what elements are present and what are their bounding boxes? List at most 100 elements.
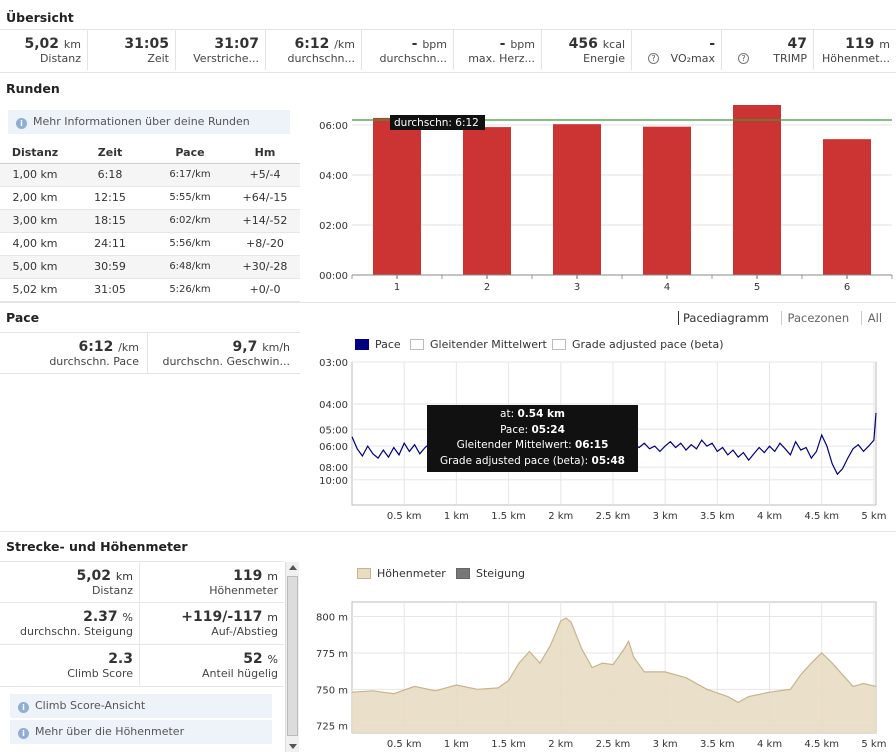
elev-hilly-share-unit: %: [267, 653, 278, 666]
stat-label: Verstriche...: [193, 52, 259, 65]
x-tick-label: 3.5 km: [700, 511, 735, 522]
legend-moving-average[interactable]: Gleitender Mittelwert: [410, 338, 547, 351]
y-tick-label: 02:00: [319, 221, 348, 232]
lap-distance: 3,00 km: [0, 209, 70, 233]
x-tick-label: 5 km: [861, 739, 886, 750]
x-tick-label: 0.5 km: [387, 511, 422, 522]
elev-hoehenmeter-unit: m: [267, 570, 278, 583]
divider: [0, 72, 896, 73]
elev-distance: 5,02 km Distanz: [0, 561, 140, 603]
overview-stat-5: - bpm max. Herz...: [454, 30, 542, 70]
scroll-up-icon[interactable]: [289, 565, 297, 570]
elevation-stats: 5,02 km Distanz 119 m Höhenmeter 2.37 % …: [0, 561, 284, 689]
x-tick-label: 6: [844, 282, 850, 293]
stat-value: 456: [568, 36, 598, 52]
x-tick-label: 4 km: [757, 511, 782, 522]
lap-distance: 5,02 km: [0, 278, 70, 302]
legend-hoehenmeter[interactable]: Höhenmeter: [357, 567, 446, 580]
laps-info-link[interactable]: i Mehr Informationen über deine Runden: [8, 110, 290, 134]
tab-pacezonen[interactable]: Pacezonen: [780, 311, 850, 325]
lap-pace: 5:56/km: [150, 232, 230, 256]
laps-bar-chart: 00:00 02:00 04:00 06:00 1 2 3 4 5 6 durchschn: 6:1…: [319, 100, 893, 293]
stat-unit: bpm: [422, 38, 447, 51]
stat-value: -: [709, 36, 715, 52]
elevation-scrollbar[interactable]: [285, 562, 299, 752]
lap-row[interactable]: 5,02 km 31:05 5:26/km +0/-0: [0, 278, 300, 302]
elev-avg-gradient-unit: %: [122, 611, 133, 624]
legend-swatch: [355, 339, 369, 350]
avg-speed-value: 9,7: [232, 339, 258, 355]
x-tick-label: 5 km: [861, 511, 886, 522]
tooltip-gap-label: Grade adjusted pace (beta):: [440, 454, 589, 467]
help-icon[interactable]: ?: [738, 53, 749, 64]
lap-bar: [823, 139, 871, 275]
legend-steigung[interactable]: Steigung: [456, 567, 525, 580]
stat-value: 47: [787, 36, 807, 52]
x-tick-label: 1: [394, 282, 400, 293]
lap-time: 6:18: [70, 163, 150, 187]
lap-row[interactable]: 5,00 km 30:59 6:48/km +30/-28: [0, 255, 300, 279]
tooltip-at-value: 0.54 km: [517, 408, 565, 420]
x-tick-label: 1.5 km: [491, 739, 526, 750]
elev-avg-gradient-value: 2.37: [83, 609, 118, 625]
col-hm[interactable]: Hm: [230, 142, 300, 164]
lap-row[interactable]: 1,00 km 6:18 6:17/km +5/-4: [0, 163, 300, 187]
divider: [0, 531, 896, 532]
stat-value: 31:05: [124, 36, 169, 52]
climb-score-view-link[interactable]: i Climb Score-Ansicht: [10, 694, 272, 718]
lap-row[interactable]: 4,00 km 24:11 5:56/km +8/-20: [0, 232, 300, 256]
pace-tabs: Pacediagramm Pacezonen All: [678, 311, 883, 325]
elev-climb-score-label: Climb Score: [67, 667, 133, 680]
stat-value: 6:12: [294, 36, 330, 52]
x-tick-label: 4: [664, 282, 670, 293]
elevation-chart: 725 m 750 m 775 m 800 m 0.5 km 1 km 1.5 km 2 km…: [300, 590, 896, 752]
col-zeit[interactable]: Zeit: [70, 142, 150, 164]
overview-stat-6: 456 kcal Energie: [542, 30, 632, 70]
overview-stat-7: -? VO₂max: [632, 30, 722, 70]
x-tick-label: 3: [574, 282, 580, 293]
overview-title: Übersicht: [6, 10, 74, 25]
stat-label: TRIMP: [773, 52, 807, 65]
stat-label: Höhenmet...: [822, 52, 890, 65]
y-tick-label: 05:00: [319, 425, 348, 436]
legend-grade-adjusted[interactable]: Grade adjusted pace (beta): [552, 338, 724, 351]
tab-pacediagramm[interactable]: Pacediagramm: [678, 311, 769, 325]
stat-label: Distanz: [39, 52, 81, 65]
lap-row[interactable]: 2,00 km 12:15 5:55/km +64/-15: [0, 186, 300, 210]
help-icon[interactable]: ?: [648, 53, 659, 64]
stat-label: Energie: [583, 52, 625, 65]
stat-unit: /km: [334, 38, 355, 51]
legend-pace[interactable]: Pace: [355, 338, 401, 351]
stat-value: 5,02: [24, 36, 60, 52]
lap-time: 18:15: [70, 209, 150, 233]
more-elevation-link[interactable]: i Mehr über die Höhenmeter: [10, 720, 272, 744]
pace-stats: 6:12 /km durchschn. Pace 9,7 km/h durchs…: [0, 332, 300, 374]
legend-label: Steigung: [476, 567, 526, 580]
lap-distance: 5,00 km: [0, 255, 70, 279]
elev-hoehenmeter-value: 119: [233, 568, 263, 584]
tab-all[interactable]: All: [860, 311, 883, 325]
lap-row[interactable]: 3,00 km 18:15 6:02/km +14/-52: [0, 209, 300, 233]
y-tick-label: 06:00: [319, 121, 348, 132]
col-pace[interactable]: Pace: [150, 142, 230, 164]
laps-chart: 00:00 02:00 04:00 06:00 1 2 3 4 5 6 durchschn: 6:1…: [300, 100, 896, 298]
lap-pace: 6:17/km: [150, 163, 230, 187]
y-tick-label: 06:00: [319, 442, 348, 453]
x-tick-label: 4.5 km: [804, 511, 839, 522]
elev-ascent-descent-unit: m: [267, 611, 278, 624]
legend-swatch: [357, 568, 371, 579]
scroll-thumb[interactable]: [287, 576, 298, 736]
lap-bar: [373, 117, 421, 276]
stat-unit: m: [879, 38, 890, 51]
col-distanz[interactable]: Distanz: [0, 142, 70, 164]
legend-label: Höhenmeter: [377, 567, 446, 580]
stat-unit: bpm: [510, 38, 535, 51]
elev-hilly-share-value: 52: [243, 651, 263, 667]
pace-tooltip: at: 0.54 km Pace: 05:24 Gleitender Mitte…: [427, 405, 638, 472]
elevation-title: Strecke- und Höhenmeter: [6, 539, 188, 554]
y-tick-label: 10:00: [319, 476, 348, 487]
elevation-area: [352, 618, 876, 733]
lap-elevation: +14/-52: [230, 209, 300, 233]
scroll-down-icon[interactable]: [289, 744, 297, 749]
stat-value: -: [499, 36, 506, 52]
